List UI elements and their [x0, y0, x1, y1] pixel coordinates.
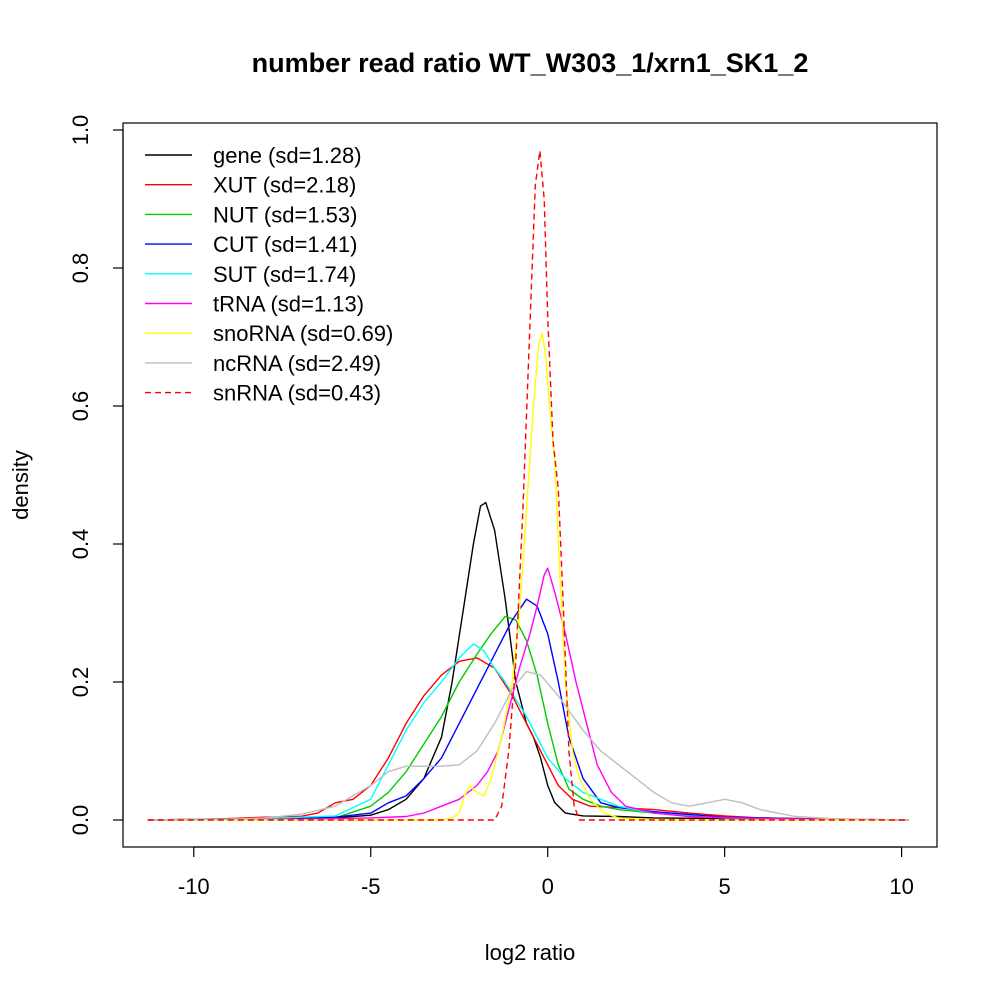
y-tick-label: 0.6	[68, 391, 93, 422]
series-lines	[147, 149, 909, 821]
x-tick-label: 5	[719, 874, 731, 899]
x-tick-label: 0	[542, 874, 554, 899]
y-tick-label: 1.0	[68, 115, 93, 146]
series-line-2	[147, 615, 909, 821]
legend-entry-1: XUT (sd=2.18)	[213, 173, 356, 198]
legend: gene (sd=1.28) XUT (sd=2.18) NUT (sd=1.53)…	[145, 143, 393, 406]
y-tick-label: 0.2	[68, 667, 93, 698]
x-tick-label: 10	[889, 874, 913, 899]
x-axis-label: log2 ratio	[485, 940, 576, 965]
series-line-7	[147, 670, 909, 821]
series-line-6	[147, 332, 909, 821]
legend-entry-4: SUT (sd=1.74)	[213, 262, 356, 287]
legend-entry-5: tRNA (sd=1.13)	[213, 292, 364, 317]
series-line-0	[147, 501, 909, 821]
legend-entry-2: NUT (sd=1.53)	[213, 202, 357, 227]
x-tick-label: -5	[361, 874, 381, 899]
legend-entry-6: snoRNA (sd=0.69)	[213, 321, 393, 346]
legend-entry-8: snRNA (sd=0.43)	[213, 381, 381, 406]
y-tick-label: 0.8	[68, 253, 93, 284]
x-tick-label: -10	[178, 874, 210, 899]
axes: -10 -5 0 5 10 0.0 0.2 0.4 0.6 0.8 1.0	[68, 115, 914, 899]
y-tick-label: 0.0	[68, 805, 93, 836]
legend-entry-3: CUT (sd=1.41)	[213, 232, 357, 257]
series-line-5	[147, 567, 909, 821]
series-line-1	[147, 657, 909, 821]
chart-title: number read ratio WT_W303_1/xrn1_SK1_2	[252, 48, 809, 78]
series-line-3	[147, 598, 909, 821]
legend-entry-7: ncRNA (sd=2.49)	[213, 351, 381, 376]
series-line-4	[147, 643, 909, 821]
y-tick-label: 0.4	[68, 529, 93, 560]
series-line-8	[147, 149, 909, 821]
y-axis-label: density	[8, 450, 33, 520]
legend-entry-0: gene (sd=1.28)	[213, 143, 362, 168]
